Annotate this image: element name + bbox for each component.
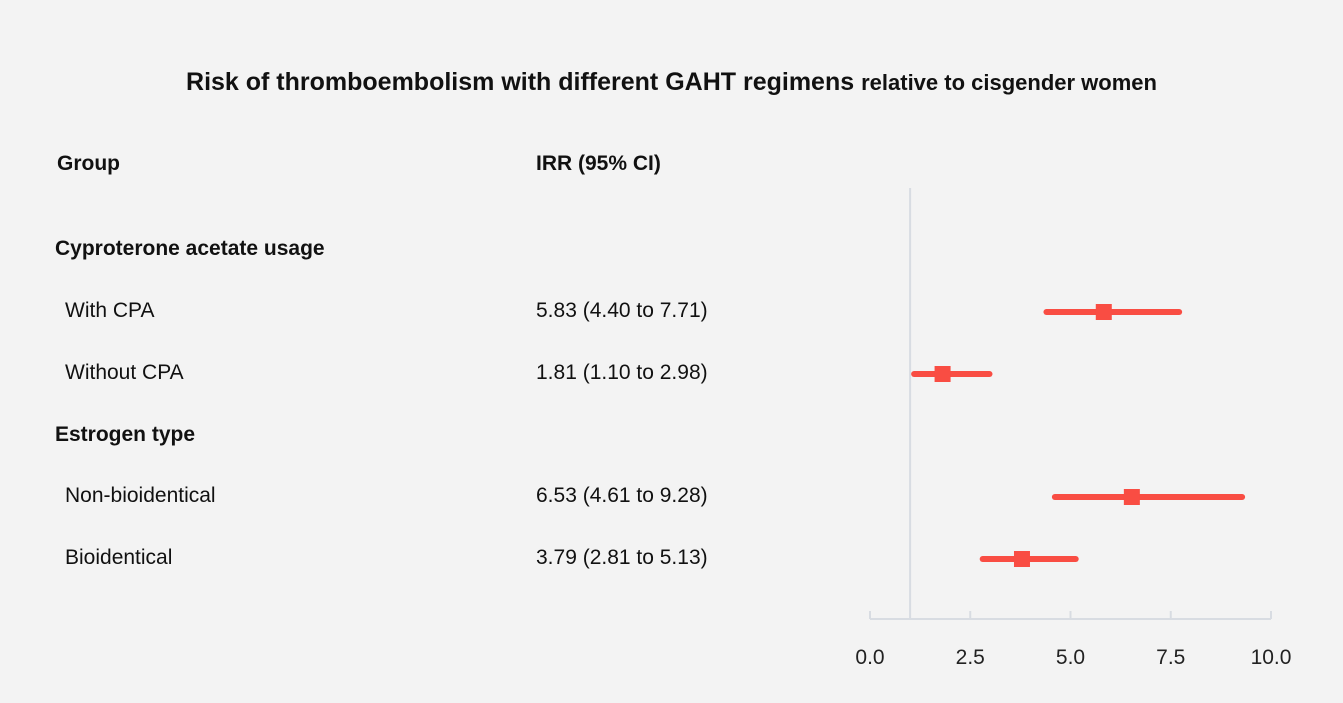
row-value: 1.81 (1.10 to 2.98) <box>536 361 708 384</box>
group-label: Cyproterone acetate usage <box>55 237 325 260</box>
row-value: 5.83 (4.40 to 7.71) <box>536 299 708 322</box>
group-label: Estrogen type <box>55 423 196 446</box>
chart-title: Risk of thromboembolism with different G… <box>0 68 1343 97</box>
estimate-marker <box>1123 489 1140 505</box>
estimate-marker <box>1013 551 1030 567</box>
column-header-irr: IRR (95% CI) <box>536 152 661 175</box>
x-tick-label: 7.5 <box>1156 646 1185 669</box>
column-header-group: Group <box>57 152 120 175</box>
row-label: Bioidentical <box>65 546 173 569</box>
row-value: 6.53 (4.61 to 9.28) <box>536 484 708 507</box>
title-main: Risk of thromboembolism with different G… <box>186 68 855 96</box>
row-label: Non-bioidentical <box>65 484 216 507</box>
row-label: Without CPA <box>65 361 184 384</box>
row-label: With CPA <box>65 299 155 322</box>
title-subtitle: relative to cisgender women <box>861 70 1157 95</box>
x-tick-label: 0.0 <box>855 646 884 669</box>
x-tick-label: 2.5 <box>956 646 985 669</box>
x-tick-label: 5.0 <box>1056 646 1085 669</box>
x-tick-label: 10.0 <box>1251 646 1292 669</box>
estimate-marker <box>1095 304 1112 320</box>
estimate-marker <box>934 366 951 382</box>
row-value: 3.79 (2.81 to 5.13) <box>536 546 708 569</box>
